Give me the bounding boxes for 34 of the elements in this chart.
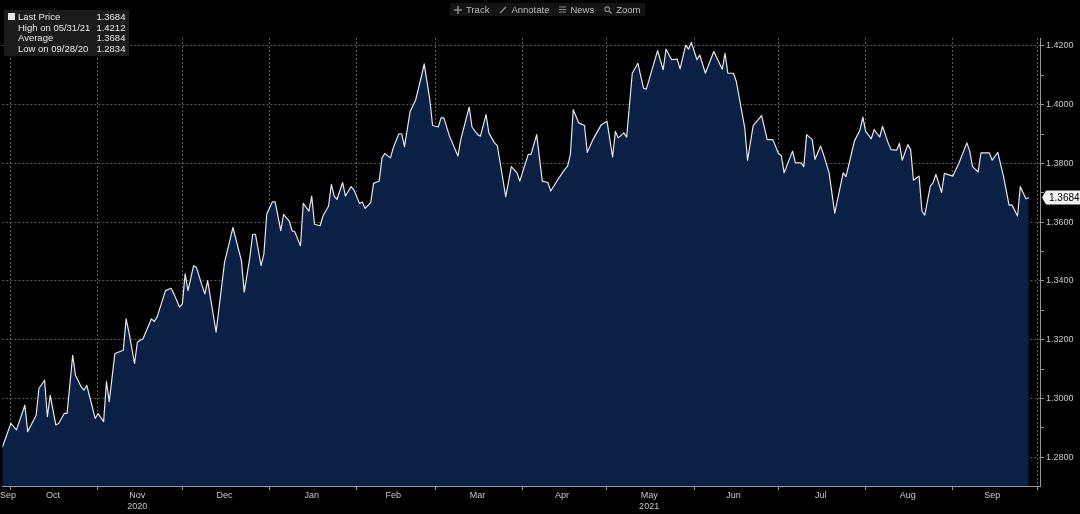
text: 1.4212 [96, 21, 126, 33]
y-tick-label: 1.3400 [1046, 275, 1074, 286]
text: News [570, 4, 595, 15]
y-tick-label: 1.3800 [1046, 157, 1074, 168]
text: Zoom [616, 4, 641, 15]
x-tick-label: Jun [726, 489, 741, 500]
annotation: Average [17, 32, 55, 44]
x-tick-label: Dec [216, 489, 234, 500]
text: 1.3684 [96, 11, 126, 23]
annotation: 1.3684 [96, 32, 126, 44]
x-tick-label: Apr [554, 489, 569, 500]
y-tick-label: 1.2800 [1046, 451, 1074, 462]
annotation: 1.2834 [96, 42, 126, 54]
x-tick-label: Jul [814, 489, 827, 500]
x-tick-label: Sep [0, 489, 17, 500]
y-tick-label: 1.4200 [1046, 40, 1074, 51]
x-tick-label: Sep [984, 489, 1001, 500]
text: Track [466, 4, 490, 15]
text: High on 05/31/21 [17, 21, 92, 33]
x-tick-label: Oct [45, 489, 61, 500]
legend-label: Last Price [17, 11, 62, 23]
x-tick-label: Aug [899, 489, 916, 500]
text: Annotate [511, 4, 550, 15]
x-tick-label: Nov 2020 [127, 489, 148, 511]
x-tick-label: Mar [469, 489, 486, 500]
x-tick-label: Feb [385, 489, 401, 500]
x-tick-label: Jan [304, 489, 319, 500]
y-tick-label: 1.3600 [1046, 216, 1074, 227]
x-tick-label: May 2021 [639, 489, 660, 511]
annotation: Low on 09/28/20 [17, 42, 90, 54]
annotation: 1.3684 [1049, 191, 1080, 203]
y-tick-label: 1.3200 [1046, 334, 1074, 345]
y-tick-label: 1.4000 [1046, 99, 1074, 110]
y-tick-label: 1.3000 [1046, 392, 1074, 403]
